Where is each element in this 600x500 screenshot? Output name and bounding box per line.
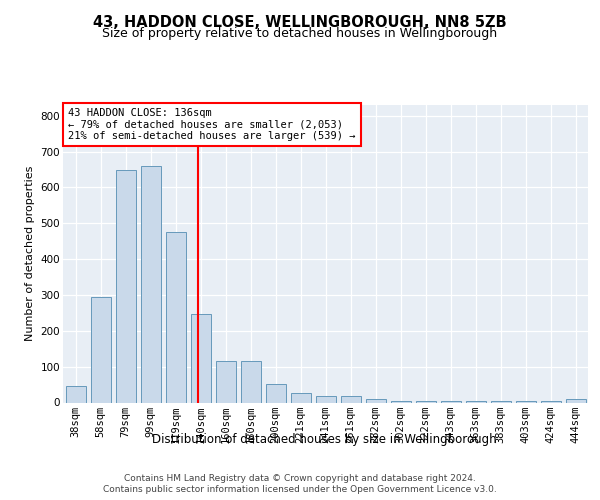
Bar bbox=[415, 400, 436, 402]
Bar bbox=[290, 393, 311, 402]
Y-axis label: Number of detached properties: Number of detached properties bbox=[25, 166, 35, 342]
Bar bbox=[140, 166, 161, 402]
Text: Size of property relative to detached houses in Wellingborough: Size of property relative to detached ho… bbox=[103, 28, 497, 40]
Bar bbox=[316, 396, 335, 402]
Bar bbox=[241, 362, 260, 403]
Bar bbox=[365, 399, 386, 402]
Text: 43 HADDON CLOSE: 136sqm
← 79% of detached houses are smaller (2,053)
21% of semi: 43 HADDON CLOSE: 136sqm ← 79% of detache… bbox=[68, 108, 356, 141]
Bar bbox=[391, 400, 410, 402]
Bar bbox=[166, 232, 185, 402]
Bar bbox=[466, 400, 485, 402]
Bar bbox=[215, 362, 235, 403]
Text: 43, HADDON CLOSE, WELLINGBOROUGH, NN8 5ZB: 43, HADDON CLOSE, WELLINGBOROUGH, NN8 5Z… bbox=[93, 15, 507, 30]
Text: Distribution of detached houses by size in Wellingborough: Distribution of detached houses by size … bbox=[152, 432, 496, 446]
Bar bbox=[115, 170, 136, 402]
Bar bbox=[566, 399, 586, 402]
Bar bbox=[191, 314, 211, 402]
Bar bbox=[91, 297, 110, 403]
Bar bbox=[65, 386, 86, 402]
Text: Contains HM Land Registry data © Crown copyright and database right 2024.: Contains HM Land Registry data © Crown c… bbox=[124, 474, 476, 483]
Bar bbox=[341, 396, 361, 402]
Bar bbox=[265, 384, 286, 402]
Text: Contains public sector information licensed under the Open Government Licence v3: Contains public sector information licen… bbox=[103, 485, 497, 494]
Bar bbox=[515, 400, 536, 402]
Bar bbox=[491, 400, 511, 402]
Bar bbox=[440, 400, 461, 402]
Bar bbox=[541, 400, 560, 402]
